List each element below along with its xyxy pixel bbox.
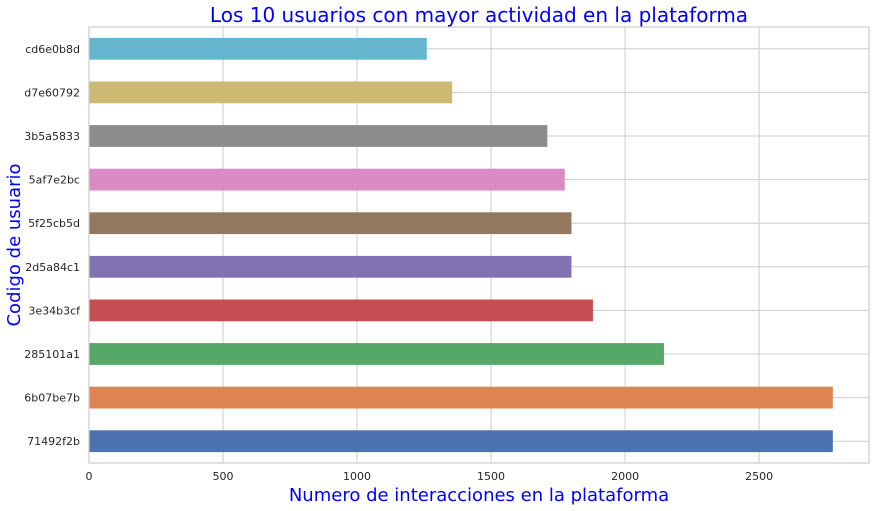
x-tick-label: 1000 [343, 470, 371, 483]
y-tick-label: 5af7e2bc [29, 174, 80, 187]
y-tick-label: cd6e0b8d [25, 43, 80, 56]
y-tick-label: 71492f2b [27, 435, 80, 448]
y-tick-label: 5f25cb5d [28, 217, 80, 230]
plot-frame [88, 26, 870, 464]
bar-71492f2b [89, 430, 833, 453]
bar-d7e60792 [89, 81, 453, 104]
chart-title: Los 10 usuarios con mayor actividad en l… [210, 3, 748, 27]
bar-3b5a5833 [89, 125, 548, 147]
y-tick-label: 3e34b3cf [28, 304, 81, 317]
x-tick-labels: 0 500 1000 1500 2000 2500 [86, 470, 774, 483]
x-tick-label: 0 [86, 470, 93, 483]
y-tick-label: d7e60792 [24, 86, 80, 99]
y-tick-label: 2d5a84c1 [25, 261, 80, 274]
x-tick-label: 500 [213, 470, 234, 483]
y-tick-label: 6b07be7b [24, 392, 80, 405]
y-tick-label: 3b5a5833 [24, 130, 80, 143]
bar-285101a1 [89, 343, 664, 365]
bar-5f25cb5d [89, 212, 572, 235]
x-tick-label: 2500 [745, 470, 773, 483]
bar-3e34b3cf [89, 299, 593, 322]
bars [89, 37, 833, 453]
bar-cd6e0b8d [89, 37, 427, 60]
x-tick-label: 1500 [477, 470, 505, 483]
y-tick-labels: 71492f2b 6b07be7b 285101a1 3e34b3cf 2d5a84c1… [24, 43, 81, 448]
bar-6b07be7b [89, 386, 833, 409]
x-tick-label: 2000 [611, 470, 639, 483]
bar-2d5a84c1 [89, 255, 572, 278]
y-tick-label: 285101a1 [24, 348, 80, 361]
x-axis-label: Numero de interacciones en la plataforma [289, 485, 669, 506]
y-axis-label: Codigo de usuario [4, 163, 25, 326]
bar-5af7e2bc [89, 168, 565, 191]
